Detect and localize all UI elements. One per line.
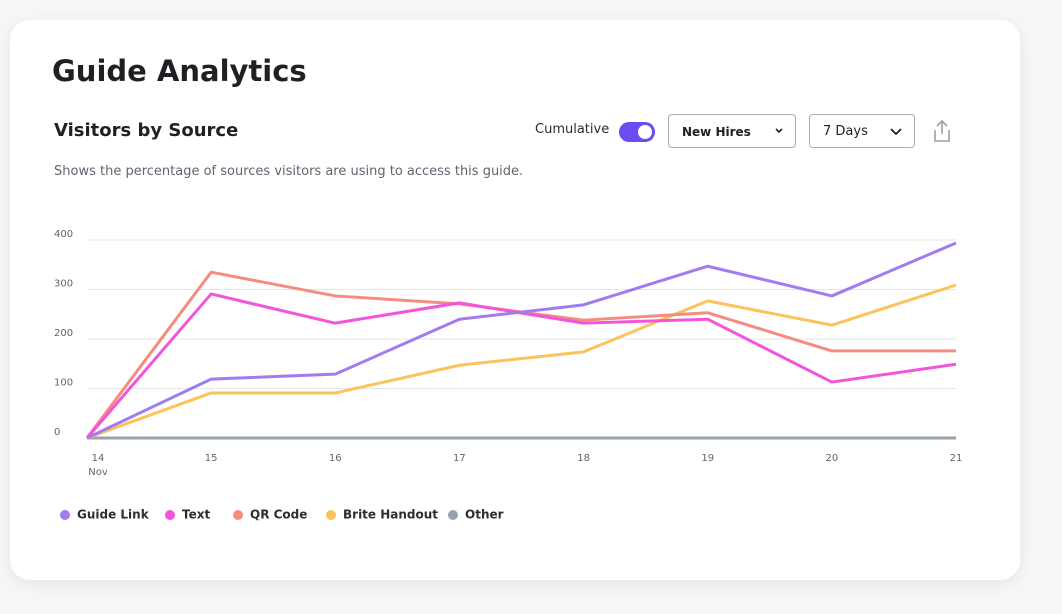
series-line (86, 283, 957, 440)
legend-dot (165, 510, 175, 520)
y-tick-label: 100 (54, 378, 73, 389)
series-line (86, 241, 957, 440)
cumulative-label: Cumulative (535, 122, 610, 137)
y-tick-label: 300 (54, 279, 73, 290)
x-tick-label: 16 (329, 453, 342, 464)
legend-dot (448, 510, 458, 520)
y-tick-label: 200 (54, 328, 73, 339)
x-tick-label: 15 (205, 453, 218, 464)
group-value: New Hires (682, 125, 751, 139)
share-button[interactable] (931, 119, 953, 143)
series-line (85, 292, 957, 439)
legend-label: Brite Handout (343, 508, 438, 522)
range-dropdown[interactable]: 7 Days (809, 114, 915, 148)
chevron (775, 128, 783, 134)
legend-label: Text (182, 508, 210, 522)
legend-dot (326, 510, 336, 520)
chart-subtitle: Shows the percentage of sources visitors… (54, 164, 524, 179)
card: Guide Analytics Visitors by Source Shows… (10, 20, 1020, 580)
legend-label: Guide Link (77, 508, 150, 522)
y-tick-label: 400 (54, 229, 73, 240)
x-tick-label: 20 (825, 453, 838, 464)
x-tick-label: 17 (453, 453, 466, 464)
legend-dot (60, 510, 70, 520)
legend-label: QR Code (250, 508, 307, 522)
chevron (890, 128, 902, 136)
range-value: 7 Days (823, 124, 868, 139)
x-tick-label: 18 (577, 453, 590, 464)
chart-title: Visitors by Source (54, 120, 239, 141)
x-tick-label: 19 (701, 453, 714, 464)
legend-dot (233, 510, 243, 520)
x-tick-label: 14 (92, 453, 105, 464)
group-dropdown[interactable]: New Hires (668, 114, 796, 148)
y-tick-label: 0 (54, 427, 60, 438)
cumulative-toggle[interactable] (619, 122, 655, 142)
x-month-label: Nov (88, 467, 108, 478)
page-title: Guide Analytics (52, 54, 307, 88)
series-line (85, 270, 956, 439)
legend-label: Other (465, 508, 504, 522)
x-tick-label: 21 (950, 453, 963, 464)
